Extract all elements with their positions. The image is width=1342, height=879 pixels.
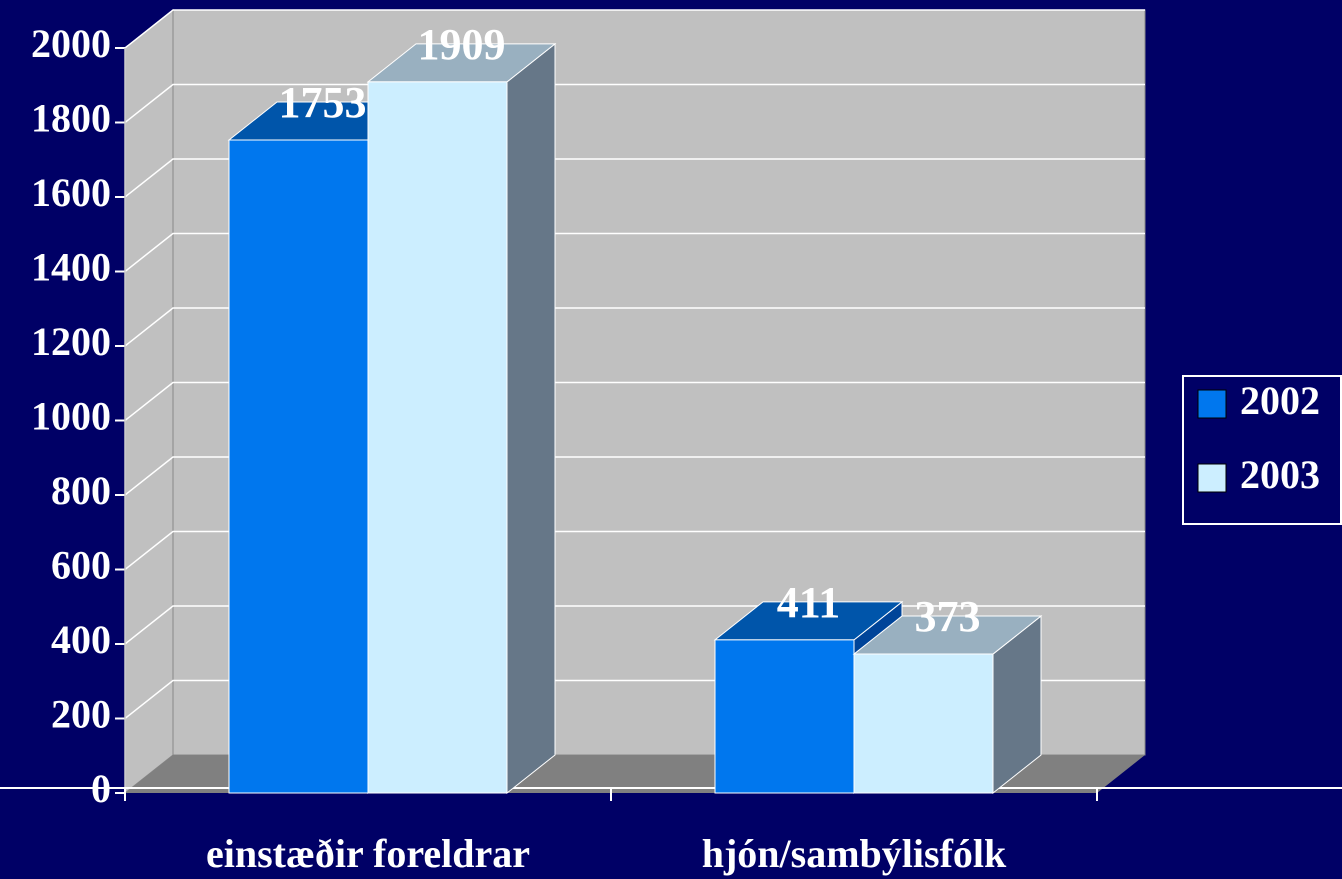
y-tick-label: 200 — [51, 692, 111, 737]
grid-line — [124, 530, 1145, 571]
bar-front — [367, 81, 508, 794]
y-tick-label: 800 — [51, 468, 111, 513]
y-tick-label: 1600 — [31, 170, 111, 215]
y-tick-label: 600 — [51, 543, 111, 588]
grid-line — [124, 83, 1145, 124]
y-tick-label: 2000 — [31, 21, 111, 66]
grid-line — [124, 9, 1145, 49]
y-tick-label: 1800 — [31, 96, 111, 141]
bar-front — [228, 139, 369, 794]
bar-front — [714, 639, 855, 794]
y-tick-label: 1400 — [31, 245, 111, 290]
grid-line — [124, 158, 1145, 198]
x-tick-label: hjón/sambýlisfólk — [702, 831, 1007, 876]
legend-label: 2002 — [1240, 378, 1320, 423]
data-label: 1909 — [418, 20, 506, 69]
data-label: 411 — [777, 578, 841, 627]
grid-line — [124, 381, 1145, 422]
legend-swatch — [1197, 389, 1227, 419]
bar-side — [506, 42, 556, 795]
grid-line — [124, 307, 1145, 347]
y-tick-label: 400 — [51, 617, 111, 662]
x-tick-label: einstæðir foreldrar — [206, 831, 530, 876]
legend-label: 2003 — [1240, 452, 1320, 497]
grid-line — [124, 232, 1145, 273]
y-tick-label: 1200 — [31, 319, 111, 364]
data-label: 1753 — [279, 78, 367, 127]
grid-line — [124, 456, 1145, 496]
bar — [852, 615, 1043, 795]
bar — [366, 42, 557, 795]
bar-front — [853, 653, 994, 794]
data-label: 373 — [915, 592, 981, 641]
y-tick-label: 1000 — [31, 394, 111, 439]
legend-swatch — [1197, 463, 1227, 493]
